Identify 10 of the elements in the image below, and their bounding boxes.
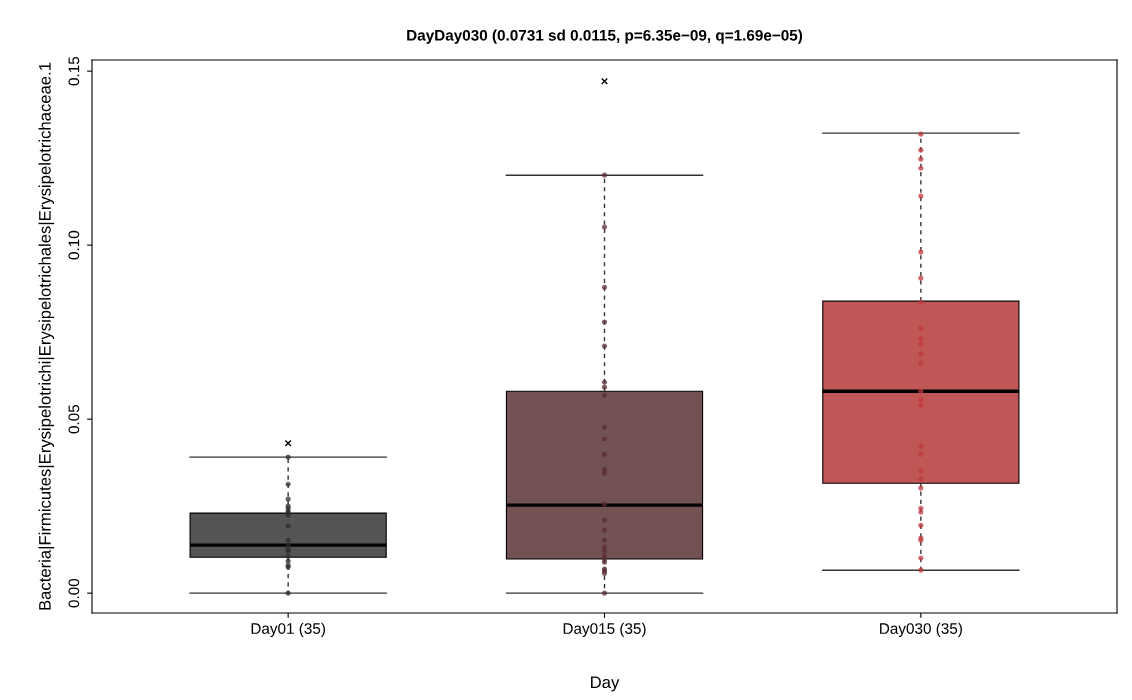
y-tick-label: 0.00 bbox=[68, 578, 80, 608]
x-tick-label: Day030 (35) bbox=[880, 622, 962, 637]
x-axis-title: Day bbox=[591, 676, 620, 692]
y-tick-label: 0.05 bbox=[68, 404, 80, 434]
x-tick-label: Day015 (35) bbox=[563, 622, 646, 637]
x-tick-label: Day01 (35) bbox=[251, 622, 325, 637]
y-axis-title: Bacteria|Firmicutes|Erysipelotrichi|Erysipelotrichales|Erysipelotrichaceae.1 bbox=[38, 62, 55, 610]
chart-title: DayDay030 (0.0731 sd 0.0115, p=6.35e−09, q=1.69e−05) bbox=[407, 29, 803, 44]
y-tick-label: 0.10 bbox=[68, 230, 80, 260]
y-tick-label: 0.15 bbox=[68, 56, 80, 86]
